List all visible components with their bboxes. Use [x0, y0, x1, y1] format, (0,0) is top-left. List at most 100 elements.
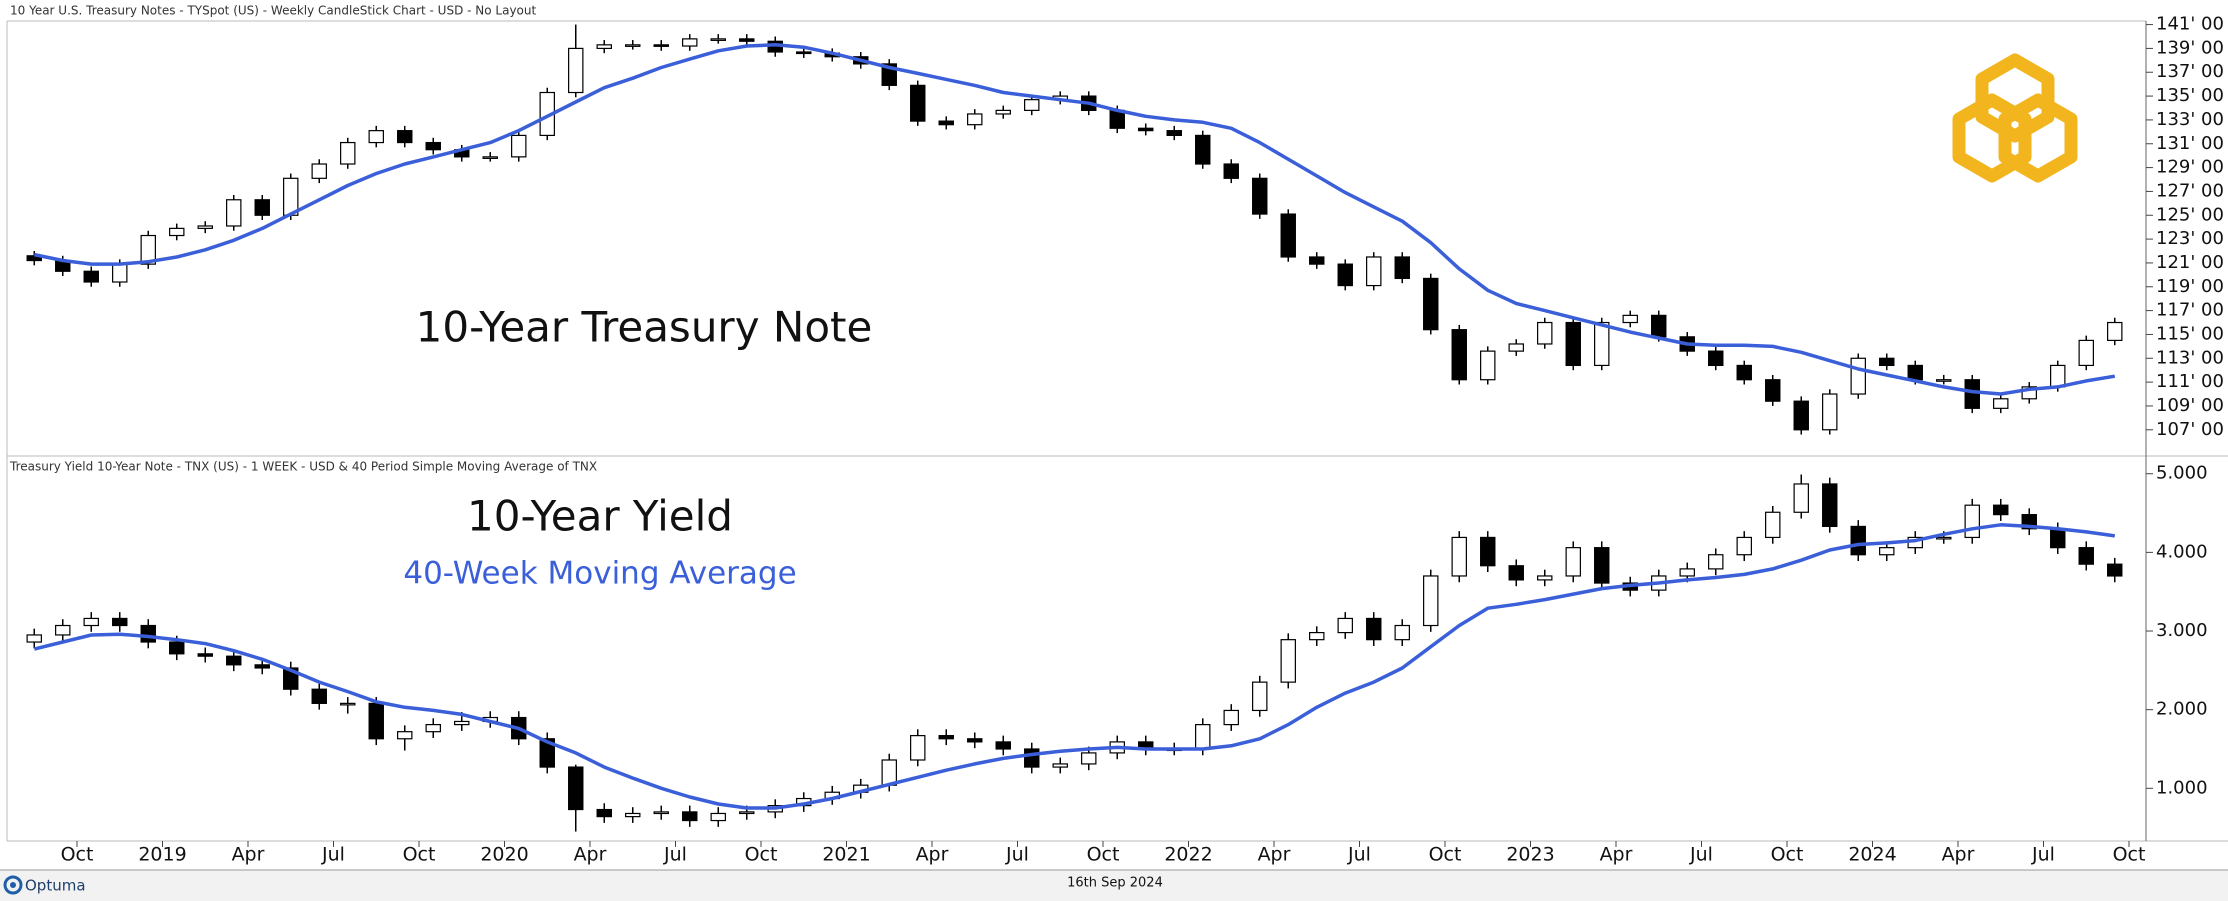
candle-body: [710, 812, 726, 822]
candle-body: [1280, 639, 1296, 683]
y-tick-label: 133' 00: [2156, 109, 2224, 130]
x-tick-label: Oct: [403, 844, 436, 866]
candle-body: [1793, 483, 1809, 513]
candle-body: [1594, 321, 1610, 367]
candle-body: [511, 134, 527, 158]
candle-body: [340, 141, 356, 165]
x-tick-label: Apr: [1600, 844, 1633, 866]
x-tick-label: Oct: [61, 844, 94, 866]
candle-body: [967, 738, 983, 743]
y-tick-label: 4.000: [2156, 541, 2208, 562]
candle-body: [1166, 130, 1182, 137]
x-tick-label: Jul: [321, 844, 345, 866]
candle-body: [26, 634, 42, 643]
candle-body: [1993, 504, 2009, 516]
candle-body: [1993, 398, 2009, 409]
candle-body: [1822, 393, 1838, 431]
candle-body: [1765, 511, 1781, 539]
candle-body: [967, 113, 983, 126]
y-tick-label: 119' 00: [2156, 276, 2224, 297]
x-tick-label: Oct: [1087, 844, 1120, 866]
y-tick-label: 115' 00: [2156, 323, 2224, 344]
candle-body: [1765, 379, 1781, 402]
candle-body: [1024, 99, 1040, 111]
y-tick-label: 137' 00: [2156, 61, 2224, 82]
candle-body: [140, 624, 156, 643]
x-tick-label: Jul: [2031, 844, 2055, 866]
candle-body: [682, 38, 698, 47]
candle-body: [1850, 357, 1866, 395]
candle-body: [1879, 547, 1895, 556]
candle-body: [995, 109, 1011, 115]
candle-body: [425, 141, 441, 151]
x-tick-label: Apr: [232, 844, 265, 866]
candle-body: [1024, 748, 1040, 768]
moving-average-line: [33, 43, 2116, 396]
candle-body: [653, 811, 669, 815]
y-tick-label: 117' 00: [2156, 300, 2224, 321]
candle-body: [1394, 256, 1410, 280]
logo: [1952, 53, 2078, 183]
candle-body: [1537, 575, 1553, 581]
candle-body: [1708, 350, 1724, 367]
annotation: 10-Year Treasury Note: [416, 303, 873, 352]
y-tick-label: 121' 00: [2156, 252, 2224, 273]
candle-body: [1451, 329, 1467, 381]
candle-body: [1423, 277, 1439, 331]
x-tick-label: Oct: [745, 844, 778, 866]
x-tick-label: 2023: [1506, 844, 1554, 866]
candle-body: [938, 120, 954, 126]
candle-body: [1337, 263, 1353, 287]
candle-body: [197, 225, 213, 229]
candle-body: [1850, 525, 1866, 556]
x-tick-label: Apr: [916, 844, 949, 866]
candle-body: [1594, 547, 1610, 584]
y-tick-label: 109' 00: [2156, 395, 2224, 416]
candle-body: [1736, 536, 1752, 556]
candle-body: [2078, 339, 2094, 367]
candle-body: [83, 617, 99, 627]
candle-body: [1195, 724, 1211, 750]
y-tick-label: 1.000: [2156, 777, 2208, 798]
y-tick-label: 141' 00: [2156, 14, 2224, 35]
y-tick-label: 113' 00: [2156, 347, 2224, 368]
candle-body: [625, 812, 641, 818]
y-tick-label: 131' 00: [2156, 133, 2224, 154]
candle-body: [1480, 536, 1496, 567]
candle-body: [1651, 314, 1667, 338]
candle-body: [1936, 536, 1952, 540]
y-tick-label: 123' 00: [2156, 228, 2224, 249]
candle-body: [55, 624, 71, 636]
candle-body: [1907, 364, 1923, 381]
candle-body: [311, 163, 327, 179]
y-tick-label: 107' 00: [2156, 419, 2224, 440]
candle-body: [1736, 364, 1752, 381]
candle-body: [938, 735, 954, 740]
y-tick-label: 3.000: [2156, 620, 2208, 641]
candle-body: [1679, 568, 1695, 577]
candle-body: [197, 653, 213, 657]
candle-body: [140, 234, 156, 265]
x-tick-label: Apr: [1942, 844, 1975, 866]
candle-body: [226, 655, 242, 666]
x-tick-label: 2024: [1848, 844, 1896, 866]
candle-body: [1537, 321, 1553, 345]
candle-body: [1252, 177, 1268, 215]
candle-body: [368, 702, 384, 740]
candle-body: [1565, 321, 1581, 367]
x-tick-label: Oct: [1771, 844, 1804, 866]
candle-body: [1964, 379, 1980, 409]
candle-body: [1565, 547, 1581, 577]
candle-body: [397, 130, 413, 144]
candle-body: [596, 808, 612, 818]
candle-body: [1081, 752, 1097, 765]
candle-body: [1337, 617, 1353, 634]
candle-body: [1366, 617, 1382, 641]
x-tick-label: Apr: [1258, 844, 1291, 866]
candle-body: [1195, 134, 1211, 165]
candle-body: [568, 47, 584, 94]
candle-body: [112, 263, 128, 283]
candle-body: [539, 738, 555, 768]
y-tick-label: 2.000: [2156, 699, 2208, 720]
